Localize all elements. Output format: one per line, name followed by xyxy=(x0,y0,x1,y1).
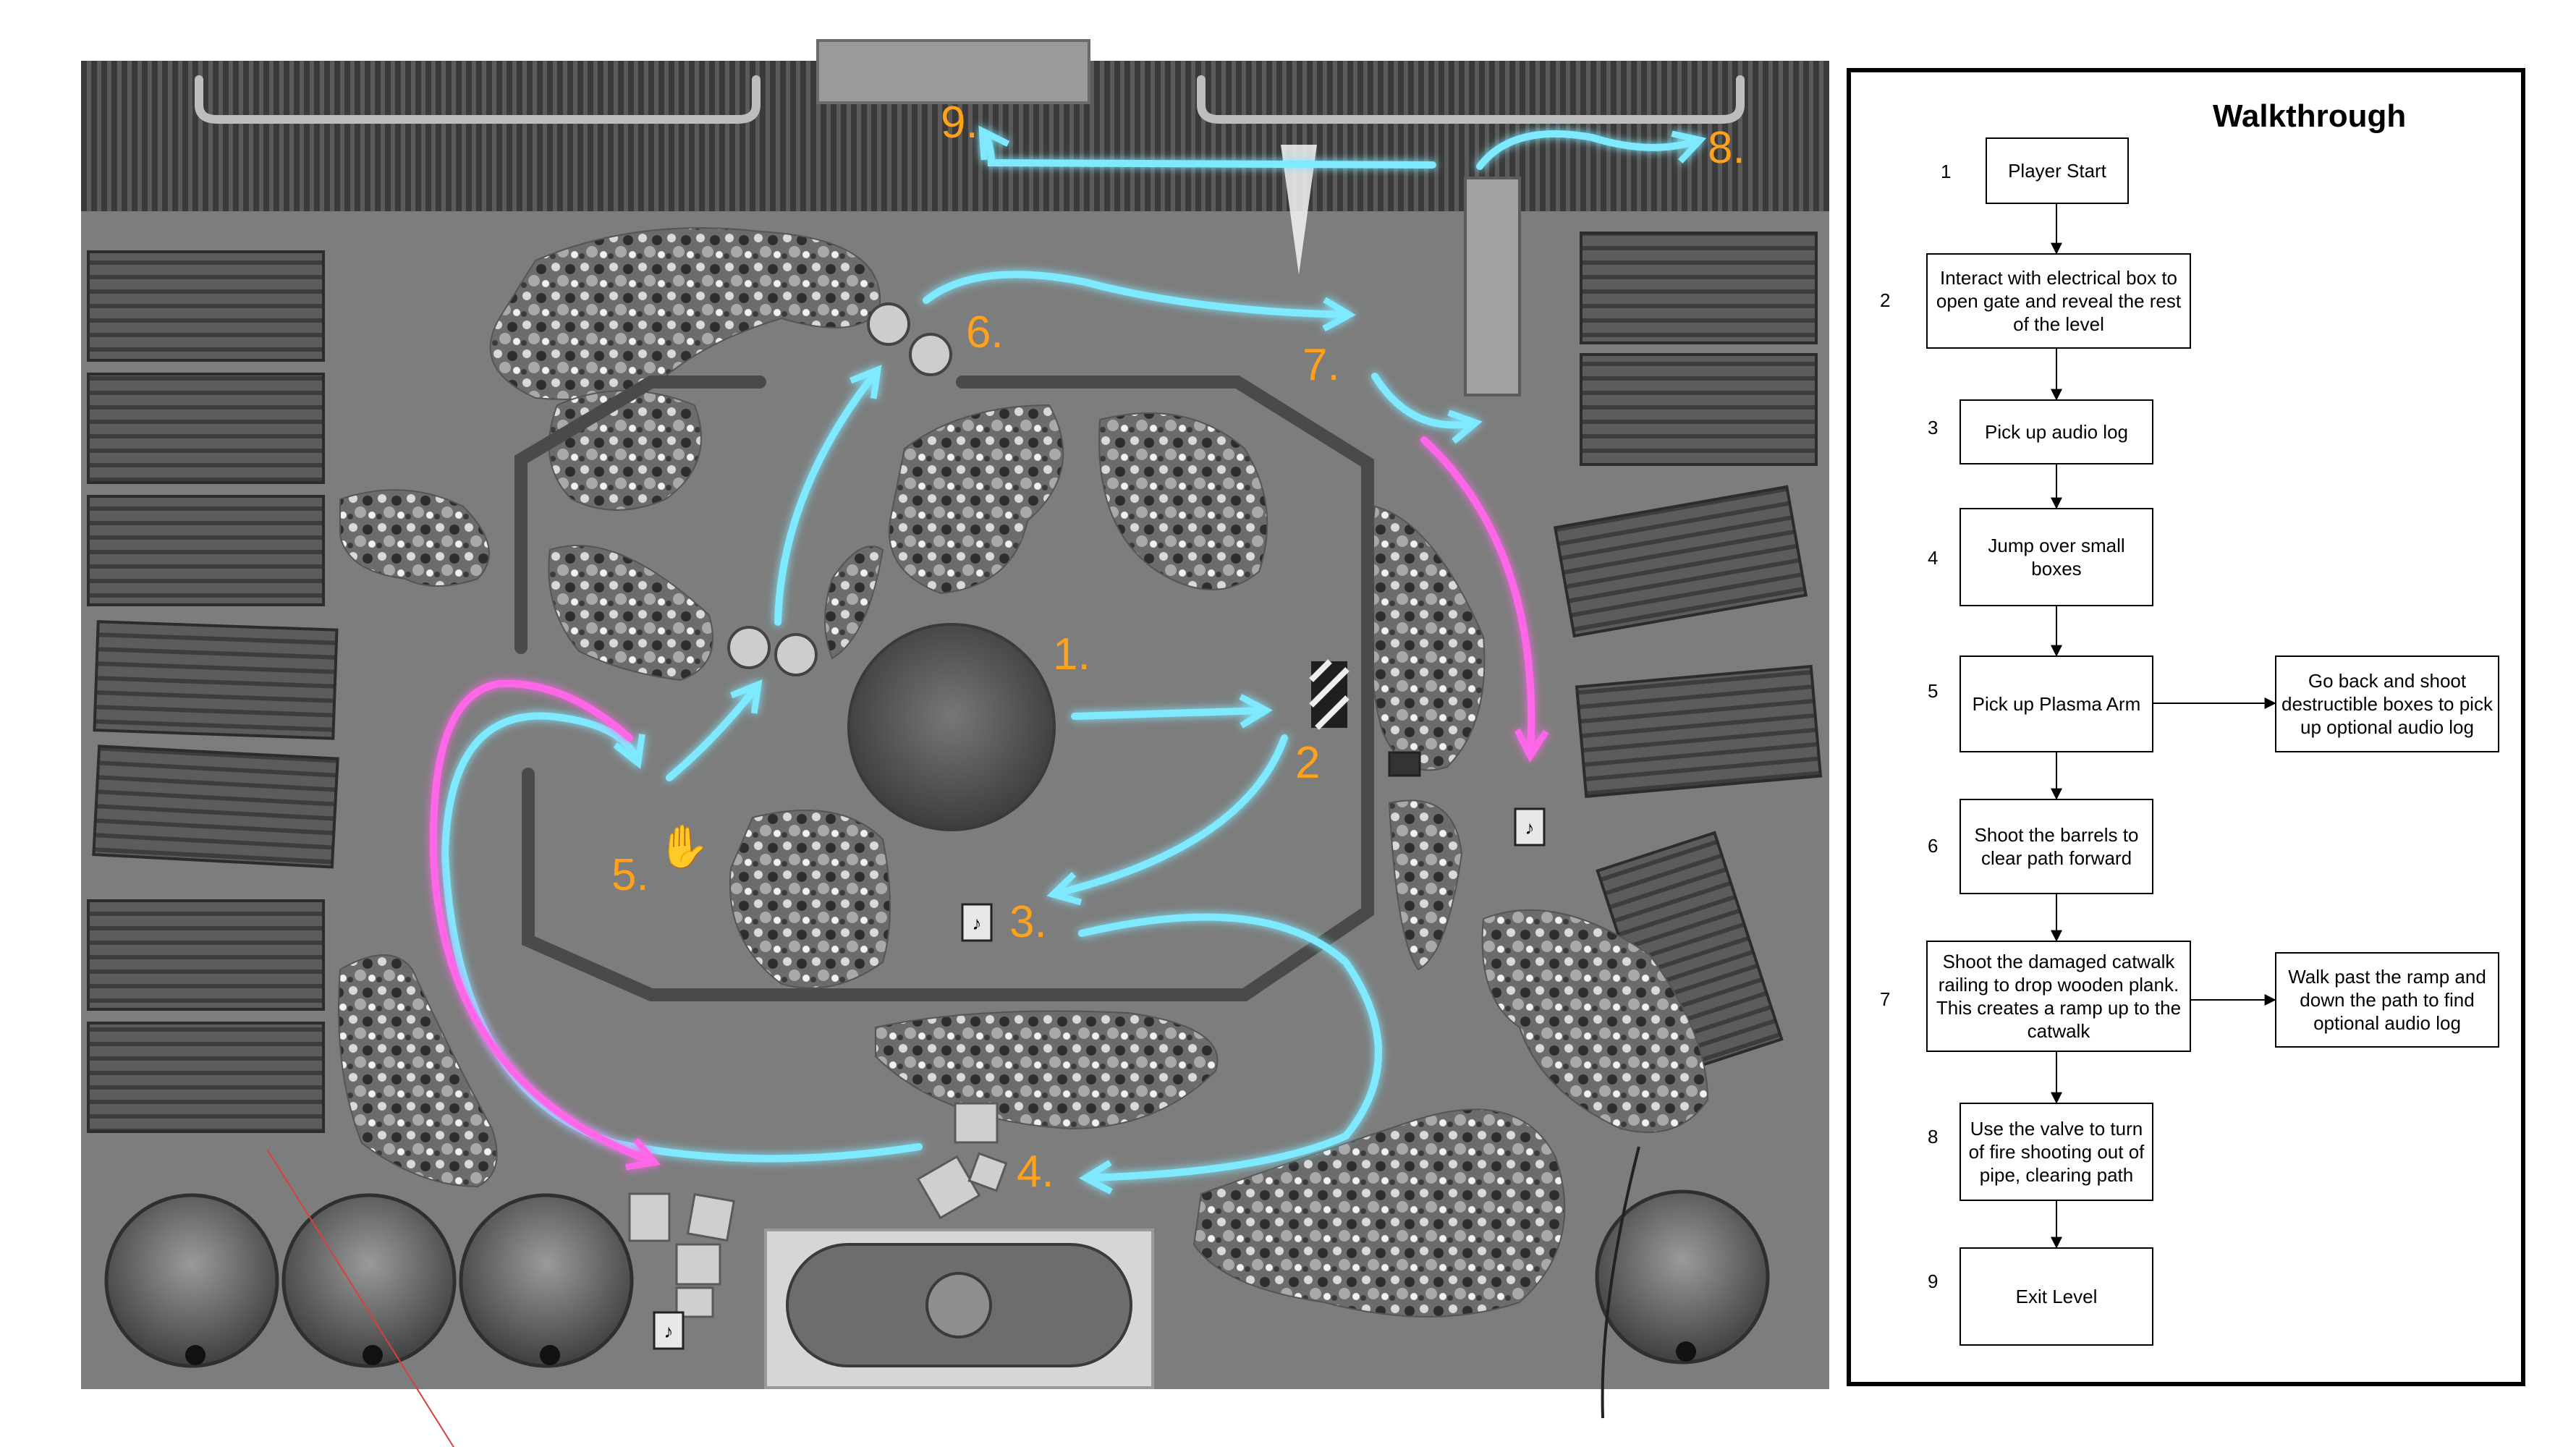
electrical-box-icon xyxy=(1309,659,1350,730)
svg-text:♪: ♪ xyxy=(973,912,982,934)
step-num-9: 9 xyxy=(1928,1270,1939,1292)
marker-8: 8. xyxy=(1708,123,1745,173)
step-8-box: Use the valve to turn of fire shooting o… xyxy=(1959,1103,2153,1201)
step-num-2: 2 xyxy=(1880,289,1891,311)
step-num-6: 6 xyxy=(1928,835,1939,857)
audio-log-icon: ♪ ♪ ♪ xyxy=(653,807,1546,1350)
catwalk-railings xyxy=(195,75,1745,124)
left-containers xyxy=(87,250,339,1133)
step-7-box: Shoot the damaged catwalk railing to dro… xyxy=(1926,941,2191,1052)
player-start-pond xyxy=(847,623,1056,831)
cyan-path xyxy=(441,125,1707,1194)
level-map: ♪ ♪ ♪ ✋ 1. 2 3. 4. 5. 6. 7. 8. 9. xyxy=(81,39,1829,1447)
fence-walls xyxy=(514,375,1374,1001)
right-containers xyxy=(1553,232,1823,1079)
marker-9: 9. xyxy=(941,98,978,148)
step-1-box: Player Start xyxy=(1986,137,2129,204)
step-num-4: 4 xyxy=(1928,547,1939,569)
step-num-7: 7 xyxy=(1880,988,1891,1010)
step-num-3: 3 xyxy=(1928,417,1939,438)
flow-connectors xyxy=(2051,204,2276,1249)
fuel-tank xyxy=(764,1229,1154,1389)
cable xyxy=(1601,1146,1640,1419)
storage-tanks xyxy=(104,1189,1770,1368)
step-num-1: 1 xyxy=(1941,161,1952,182)
stray-line xyxy=(267,1150,455,1447)
marker-1: 1. xyxy=(1053,629,1090,679)
barrel-icon xyxy=(727,302,952,676)
step-5-box: Pick up Plasma Arm xyxy=(1959,655,2153,752)
step-3-box: Pick up audio log xyxy=(1959,399,2153,464)
fire-pipe xyxy=(1281,145,1521,396)
top-door xyxy=(816,39,1090,104)
marker-5: 5. xyxy=(611,850,649,900)
step-9-box: Exit Level xyxy=(1959,1247,2153,1346)
marker-6: 6. xyxy=(966,307,1004,357)
walkthrough-panel: Walkthrough 1 2 3 4 5 6 7 8 9 Player Sta… xyxy=(1847,68,2525,1386)
magenta-path xyxy=(430,436,1549,1171)
marker-2: 2 xyxy=(1295,738,1320,788)
walkthrough-title: Walkthrough xyxy=(2213,98,2407,134)
small-boxes xyxy=(628,1102,1008,1318)
marker-3: 3. xyxy=(1009,897,1047,947)
step-2-box: Interact with electrical box to open gat… xyxy=(1926,253,2191,349)
step-markers: 1. 2 3. 4. 5. 6. 7. 8. 9. xyxy=(611,98,1745,1197)
svg-text:♪: ♪ xyxy=(1525,817,1535,839)
step-4-box: Jump over small boxes xyxy=(1959,508,2153,606)
step-6-box: Shoot the barrels to clear path forward xyxy=(1959,799,2153,894)
plasma-arm-hand-icon: ✋ xyxy=(658,823,710,870)
marker-7: 7. xyxy=(1302,340,1340,390)
step-num-5: 5 xyxy=(1928,680,1939,702)
svg-text:♪: ♪ xyxy=(664,1320,674,1342)
side-note-5-box: Go back and shoot destructible boxes to … xyxy=(2275,655,2499,752)
marker-4: 4. xyxy=(1017,1147,1054,1197)
side-note-7-box: Walk past the ramp and down the path to … xyxy=(2275,952,2499,1048)
generator xyxy=(1388,751,1421,777)
step-num-8: 8 xyxy=(1928,1126,1939,1147)
